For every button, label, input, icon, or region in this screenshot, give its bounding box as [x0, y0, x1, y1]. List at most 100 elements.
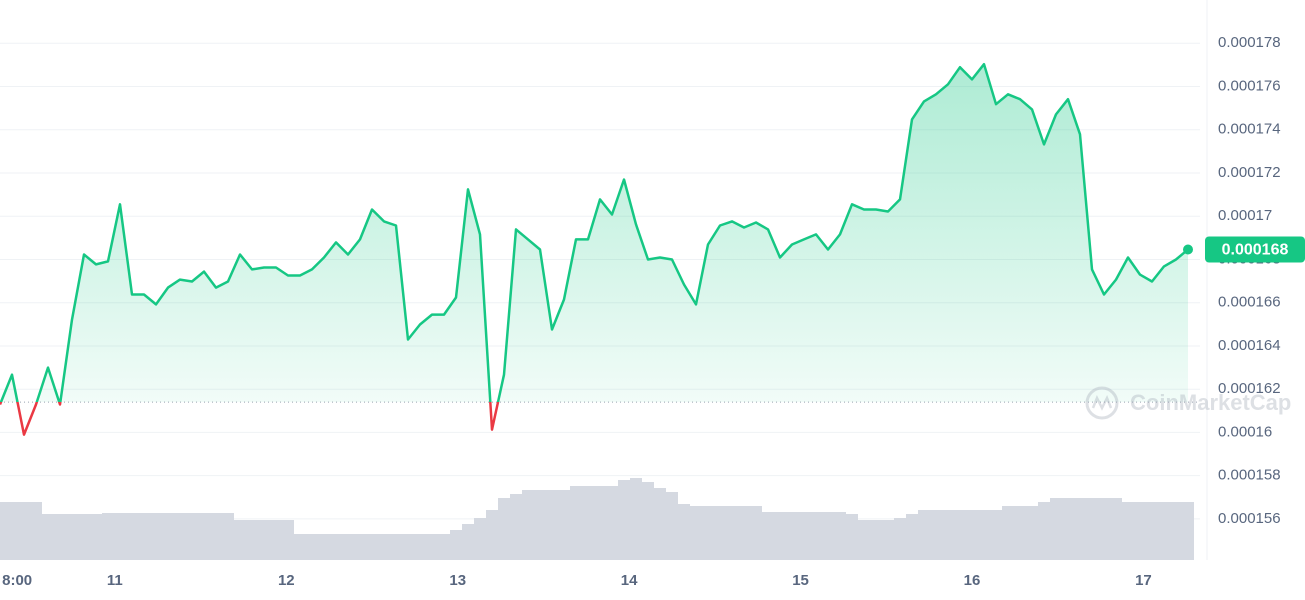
- volume-bar: [450, 530, 462, 560]
- volume-bar: [810, 512, 822, 560]
- volume-bar: [354, 534, 366, 560]
- volume-bar: [702, 506, 714, 560]
- y-tick-label: 0.00016: [1218, 423, 1272, 440]
- volume-bar: [54, 514, 66, 560]
- y-tick-label: 0.000172: [1218, 164, 1281, 181]
- volume-bar: [102, 513, 114, 560]
- volume-bar: [426, 534, 438, 560]
- price-area: [0, 64, 1188, 403]
- volume-bar: [978, 510, 990, 560]
- volume-bar: [714, 506, 726, 560]
- volume-bar: [162, 513, 174, 560]
- volume-bar: [870, 520, 882, 560]
- x-tick-label: 13: [449, 572, 466, 589]
- volume-bar: [1086, 498, 1098, 560]
- volume-bar: [834, 512, 846, 560]
- volume-bar: [786, 512, 798, 560]
- volume-bar: [1002, 506, 1014, 560]
- volume-bar: [1038, 502, 1050, 560]
- price-tag: [1205, 236, 1305, 263]
- price-line: [0, 62, 1189, 436]
- volume-bar: [6, 502, 18, 560]
- y-tick-label: 0.000158: [1218, 467, 1281, 484]
- volume-bar: [654, 488, 666, 560]
- volume-bar: [402, 534, 414, 560]
- volume-bar: [1182, 502, 1194, 560]
- last-point: [1183, 244, 1193, 255]
- volume-bar: [894, 518, 906, 560]
- volume-bar: [330, 534, 342, 560]
- volume-bar: [462, 524, 474, 560]
- volume-bar: [114, 513, 126, 560]
- volume-bar: [1158, 502, 1170, 560]
- volume-bar: [138, 513, 150, 560]
- volume-bar: [294, 534, 306, 560]
- volume-bar: [1110, 498, 1122, 560]
- volume-bar: [990, 510, 1002, 560]
- volume-bar: [90, 514, 102, 560]
- volume-bar: [534, 490, 546, 560]
- volume-bar: [678, 504, 690, 560]
- volume-bar: [906, 514, 918, 560]
- volume-bar: [1050, 498, 1062, 560]
- volume-bar: [66, 514, 78, 560]
- volume-bar: [690, 506, 702, 560]
- volume-bar: [594, 486, 606, 560]
- volume-bar: [210, 513, 222, 560]
- x-tick-label: 14: [621, 572, 638, 589]
- y-tick-label: 0.00017: [1218, 207, 1272, 224]
- volume-bar: [858, 520, 870, 560]
- x-tick-label: 8:00: [2, 572, 32, 589]
- volume-bar: [1146, 502, 1158, 560]
- watermark-text: CoinMarketCap: [1130, 390, 1291, 415]
- volume-bar: [222, 513, 234, 560]
- volume-bar: [318, 534, 330, 560]
- volume-bar: [510, 494, 522, 560]
- volume-bar: [954, 510, 966, 560]
- y-tick-label: 0.000166: [1218, 294, 1281, 311]
- volume-bar: [150, 513, 162, 560]
- volume-bar: [414, 534, 426, 560]
- y-tick-label: 0.000156: [1218, 510, 1281, 527]
- volume-bar: [1134, 502, 1146, 560]
- volume-bar: [822, 512, 834, 560]
- y-tick-label: 0.000176: [1218, 77, 1281, 94]
- volume-bar: [474, 518, 486, 560]
- volume-bar: [258, 520, 270, 560]
- volume-bar: [666, 492, 678, 560]
- volume-bar: [1074, 498, 1086, 560]
- volume-bar: [1122, 502, 1134, 560]
- x-tick-label: 12: [278, 572, 295, 589]
- volume-bar: [798, 512, 810, 560]
- volume-bar: [522, 490, 534, 560]
- volume-bar: [546, 490, 558, 560]
- x-tick-label: 16: [964, 572, 981, 589]
- volume-bar: [390, 534, 402, 560]
- volume-bar: [78, 514, 90, 560]
- volume-bar: [558, 490, 570, 560]
- volume-bar: [882, 520, 894, 560]
- volume-bar: [726, 506, 738, 560]
- y-tick-label: 0.000164: [1218, 337, 1281, 354]
- y-tick-label: 0.000162: [1218, 380, 1281, 397]
- volume-bar: [846, 514, 858, 560]
- volume-bar: [738, 506, 750, 560]
- volume-bar: [918, 510, 930, 560]
- volume-bar: [246, 520, 258, 560]
- volume-bar: [774, 512, 786, 560]
- volume-bar: [306, 534, 318, 560]
- watermark: CoinMarketCap: [1085, 386, 1291, 420]
- volume-bar: [18, 502, 30, 560]
- volume-bar: [582, 486, 594, 560]
- x-tick-label: 11: [107, 572, 123, 589]
- volume-bar: [30, 502, 42, 560]
- volume-bar: [630, 478, 642, 560]
- y-tick-label: 0.000178: [1218, 34, 1281, 51]
- volume-bar: [42, 514, 54, 560]
- volume-bar: [1170, 502, 1182, 560]
- volume-bar: [0, 502, 6, 560]
- volume-bar: [486, 510, 498, 560]
- volume-bar: [1098, 498, 1110, 560]
